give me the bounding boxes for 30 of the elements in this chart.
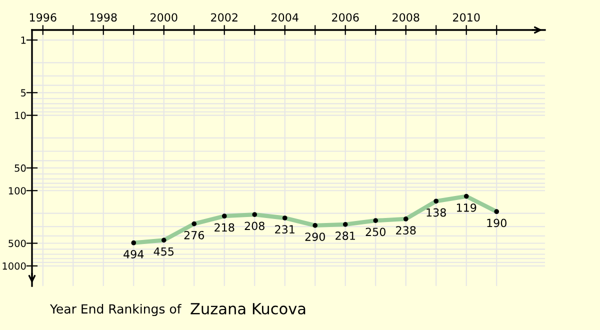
x-tick-label: 2000 — [150, 13, 178, 22]
x-tick-label: 1996 — [30, 13, 56, 22]
data-label: 208 — [244, 222, 264, 230]
x-tick-label: 2004 — [272, 13, 298, 22]
text: Zuzana Kucova — [190, 303, 306, 314]
x-tick-label: 2010 — [453, 13, 480, 22]
data-label: 190 — [487, 218, 506, 228]
y-tick-label: 5 — [21, 89, 26, 96]
data-label: 231 — [275, 225, 294, 234]
x-tick-label: 2008 — [392, 13, 420, 22]
y-tick-label: 10 — [15, 112, 26, 120]
data-label: 238 — [396, 226, 416, 235]
y-tick-label: 1 — [21, 36, 26, 44]
data-label: 138 — [426, 208, 446, 217]
x-tick-label: 2002 — [211, 13, 238, 22]
y-tick-label: 50 — [14, 164, 26, 172]
data-label: 281 — [336, 232, 355, 240]
data-label: 290 — [305, 232, 325, 241]
data-label: 494 — [124, 250, 144, 258]
data-label: 276 — [184, 230, 204, 240]
x-tick-label: 1998 — [90, 13, 117, 22]
y-tick-label: 1000 — [2, 262, 26, 270]
x-tick-label: 2006 — [332, 13, 359, 22]
y-tick-label: 500 — [8, 240, 26, 248]
data-label: 250 — [366, 228, 386, 236]
data-label: 218 — [214, 223, 234, 232]
data-label: 119 — [456, 203, 476, 212]
text: Year End Rankings of — [50, 304, 182, 316]
y-tick-label: 100 — [8, 187, 26, 194]
data-label: 455 — [154, 247, 174, 256]
